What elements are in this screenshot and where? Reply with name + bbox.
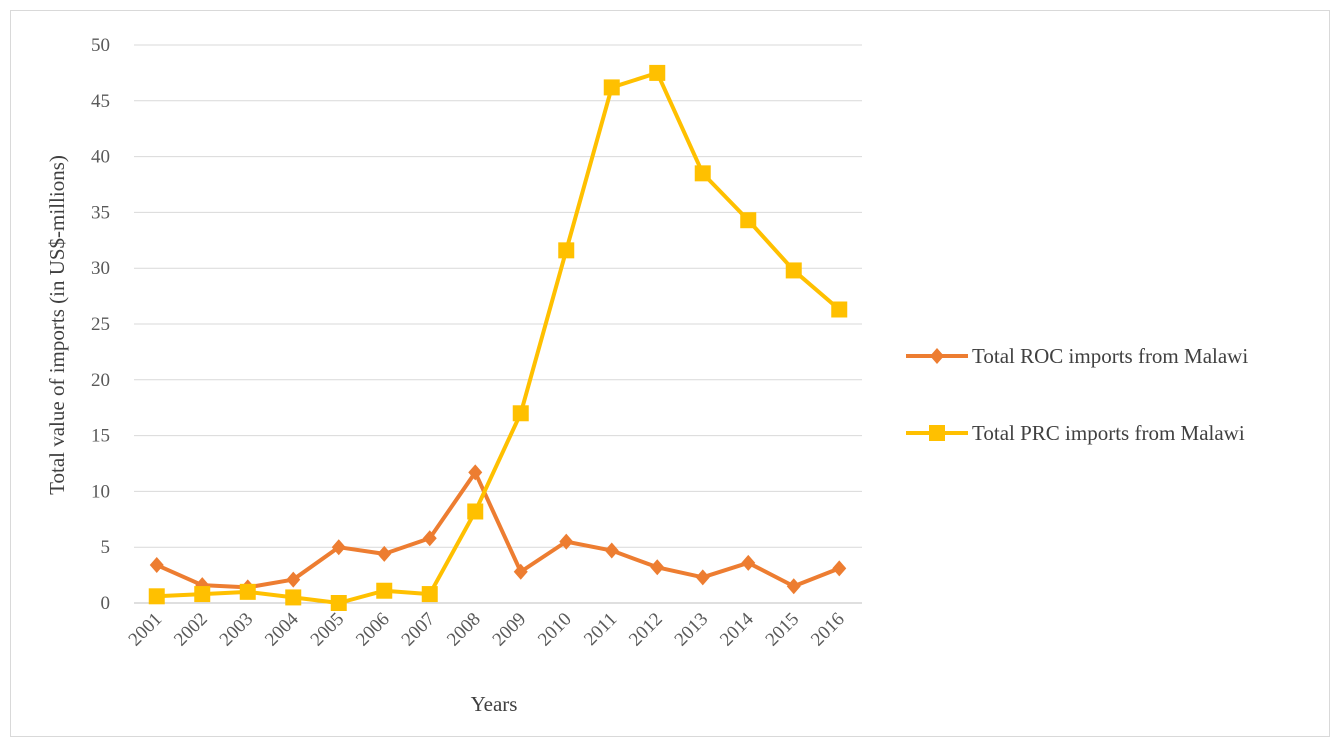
x-axis-ticks: 2001 2002 2003 2004 2005 2006 2007 2008 2009 2010… [125, 608, 849, 650]
x-tick-label: 2003 [216, 609, 258, 651]
data-point [467, 503, 484, 520]
y-tick-label: 50 [91, 35, 110, 56]
data-point [785, 262, 802, 279]
data-point [650, 559, 665, 576]
data-point [512, 405, 529, 422]
data-point [148, 588, 165, 605]
series-group [148, 64, 848, 611]
y-tick-label: 25 [91, 314, 110, 335]
x-axis-title: Years [471, 692, 518, 716]
legend-marker [930, 348, 944, 364]
x-tick-label: 2016 [807, 609, 849, 651]
legend-item-2: Total PRC imports from Malawi [906, 421, 1245, 445]
data-point [740, 212, 757, 229]
data-point [468, 464, 483, 481]
data-point [694, 165, 711, 182]
data-point [604, 542, 619, 559]
x-tick-label: 2010 [534, 609, 576, 651]
legend-label: Total ROC imports from Malawi [972, 344, 1248, 368]
x-tick-label: 2007 [398, 609, 440, 651]
x-tick-label: 2011 [580, 609, 621, 650]
legend-label: Total PRC imports from Malawi [972, 421, 1245, 445]
chart-frame [10, 10, 1330, 737]
data-point [786, 578, 801, 595]
y-tick-label: 15 [91, 426, 110, 447]
data-point [377, 545, 392, 562]
x-tick-label: 2004 [261, 608, 303, 650]
y-tick-label: 10 [91, 481, 110, 502]
x-tick-label: 2014 [716, 608, 758, 650]
y-tick-label: 5 [101, 537, 111, 558]
data-point [376, 582, 393, 599]
x-tick-label: 2001 [125, 609, 167, 651]
y-tick-label: 35 [91, 202, 110, 223]
data-point [286, 571, 301, 588]
data-point [649, 64, 666, 81]
y-tick-label: 40 [91, 147, 110, 168]
data-point [831, 301, 848, 318]
data-point [695, 569, 710, 586]
x-tick-label: 2006 [352, 609, 394, 651]
series-line [154, 470, 842, 590]
series-line [154, 70, 842, 605]
series-1 [149, 464, 847, 596]
y-axis-ticks: 0 5 10 15 20 25 30 35 40 45 50 [91, 35, 110, 614]
data-point [421, 586, 438, 603]
legend-item-1: Total ROC imports from Malawi [906, 344, 1248, 368]
data-point [285, 589, 302, 606]
y-tick-label: 0 [101, 593, 111, 614]
data-point [513, 563, 528, 580]
data-point [149, 557, 164, 574]
legend-marker [929, 425, 945, 441]
data-point [559, 533, 574, 550]
data-point [832, 560, 847, 577]
x-tick-label: 2013 [671, 609, 713, 651]
data-point [194, 586, 211, 603]
data-point [741, 554, 756, 571]
gridlines [134, 44, 862, 604]
y-tick-label: 45 [91, 91, 110, 112]
data-point [603, 79, 620, 96]
x-tick-label: 2009 [489, 609, 531, 651]
series-2 [148, 64, 848, 611]
x-tick-label: 2015 [762, 609, 804, 651]
data-point [558, 242, 575, 259]
x-tick-label: 2008 [443, 609, 485, 651]
data-point [239, 583, 256, 600]
x-tick-label: 2002 [170, 609, 212, 651]
y-axis-title: Total value of imports (in US$-millions) [45, 155, 69, 495]
legend: Total ROC imports from Malawi Total PRC i… [906, 344, 1248, 445]
data-point [331, 539, 346, 556]
data-point [330, 595, 347, 611]
y-tick-label: 30 [91, 258, 110, 279]
x-tick-label: 2012 [625, 609, 667, 651]
x-tick-label: 2005 [307, 609, 349, 651]
y-tick-label: 20 [91, 370, 110, 391]
data-point [422, 530, 437, 547]
